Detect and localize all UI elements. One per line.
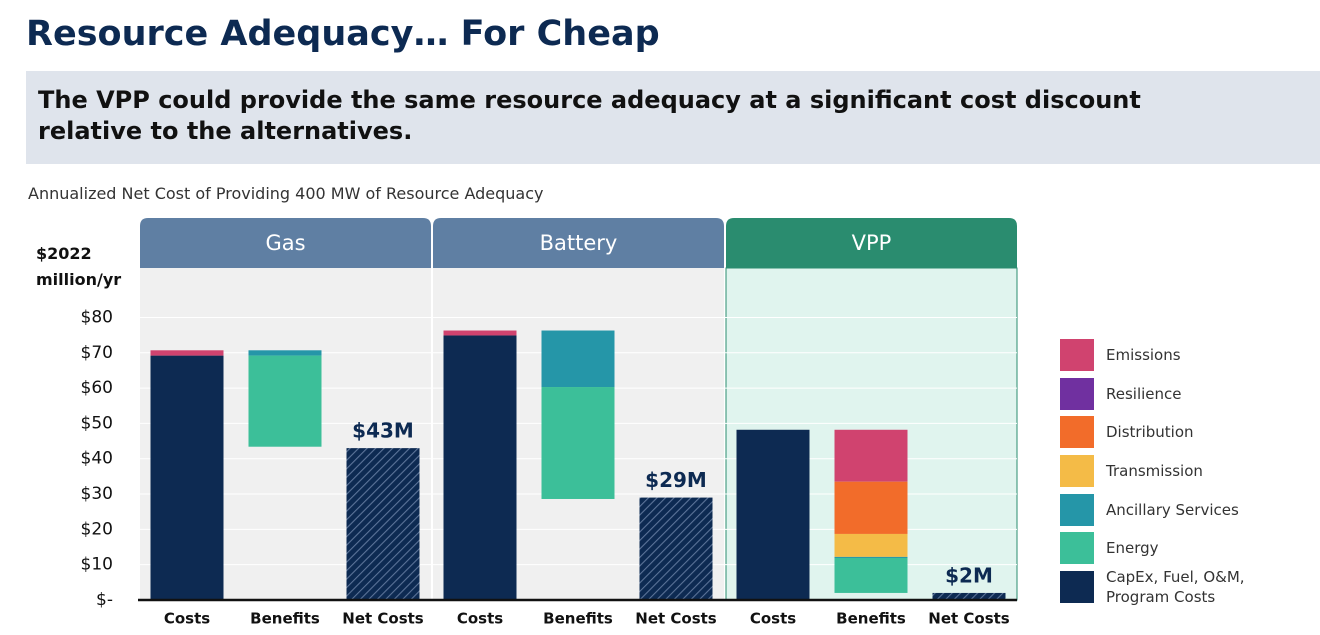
legend-swatch [1060,493,1094,526]
legend-label: Emissions [1106,346,1181,365]
benefit-bar [834,557,908,593]
x-tick-label: Benefits [543,610,613,628]
x-tick-label: Benefits [250,610,320,628]
benefit-bar [248,355,322,447]
net-label: $43M [352,419,414,443]
banner: The VPP could provide the same resource … [26,71,1320,164]
cost-bar [443,330,517,336]
group-header [726,218,1017,268]
y-tick-label: $20 [81,519,113,539]
net-label: $2M [945,563,993,587]
x-tick-label: Net Costs [342,610,424,628]
legend-item: Distribution [1060,413,1280,452]
legend-item: Transmission [1060,452,1280,491]
legend-item: Resilience [1060,375,1280,414]
benefit-bar [541,387,615,499]
legend-item: CapEx, Fuel, O&M, Program Costs [1060,568,1280,607]
y-tick-label: $50 [81,413,113,433]
x-tick-label: Net Costs [635,610,717,628]
legend-swatch [1060,570,1094,603]
group-label: Battery [540,231,618,255]
net-label: $29M [645,468,707,492]
cost-bar [150,355,224,600]
legend-swatch [1060,532,1094,565]
legend-label: Distribution [1106,423,1194,442]
legend-label: Ancillary Services [1106,500,1239,519]
cost-bar [443,335,517,600]
net-bar [346,448,420,600]
legend-swatch [1060,377,1094,410]
benefit-bar [834,481,908,534]
legend: Emissions Resilience Distribution Transmiss… [1060,336,1280,606]
benefit-bar [834,556,908,558]
group-label: VPP [852,231,892,255]
legend-label: CapEx, Fuel, O&M, Program Costs [1106,567,1245,606]
benefit-bar [541,330,615,388]
y-tick-label: $80 [81,307,113,327]
group-header [140,218,431,268]
y-tick-label: $10 [81,555,113,575]
x-tick-label: Net Costs [928,610,1010,628]
y-axis-title: $2022 million/yr [36,244,122,289]
x-tick-label: Benefits [836,610,906,628]
title: Resource Adequacy… For Cheap [26,14,660,54]
benefit-bar [834,533,908,557]
y-tick-label: $30 [81,484,113,504]
legend-label: Resilience [1106,384,1182,403]
legend-swatch [1060,455,1094,488]
y-tick-label: $- [96,590,113,610]
y-tick-label: $70 [81,343,113,363]
benefit-bar [834,429,908,482]
subtitle: The VPP could provide the same resource … [38,86,1141,145]
x-tick-label: Costs [750,610,796,628]
net-bar [932,592,1006,600]
legend-label: Energy [1106,539,1159,558]
cost-bar [736,429,810,600]
legend-item: Energy [1060,529,1280,568]
legend-item: Ancillary Services [1060,490,1280,529]
cost-bar [150,350,224,356]
group-label: Gas [265,231,305,255]
net-bar [639,497,713,600]
y-tick-label: $40 [81,449,113,469]
legend-item: Emissions [1060,336,1280,375]
chart-title: Annualized Net Cost of Providing 400 MW … [28,184,544,203]
legend-swatch [1060,416,1094,449]
y-tick-label: $60 [81,378,113,398]
x-tick-label: Costs [457,610,503,628]
benefit-bar [248,350,322,356]
x-tick-label: Costs [164,610,210,628]
group-header [433,218,724,268]
legend-label: Transmission [1106,462,1203,481]
legend-swatch [1060,339,1094,372]
